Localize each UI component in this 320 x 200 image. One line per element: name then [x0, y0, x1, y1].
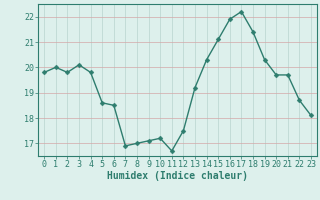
X-axis label: Humidex (Indice chaleur): Humidex (Indice chaleur): [107, 171, 248, 181]
